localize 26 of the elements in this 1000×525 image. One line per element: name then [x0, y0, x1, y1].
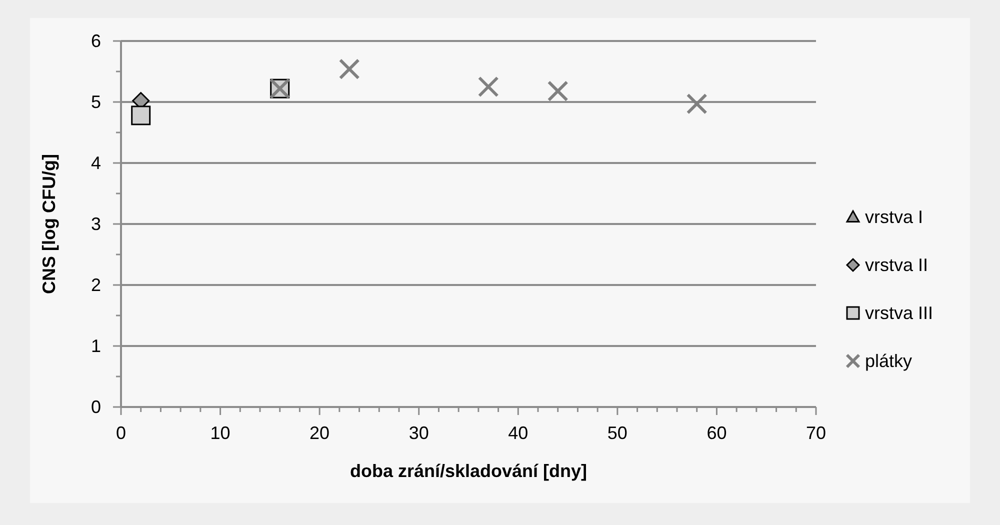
- point: [338, 58, 360, 80]
- x-tick-label: 20: [310, 423, 330, 443]
- x-axis-title: doba zrání/skladování [dny]: [350, 461, 588, 481]
- y-tick-label: 0: [90, 397, 101, 417]
- y-tick-label: 2: [90, 275, 101, 295]
- x-tick-label: 10: [210, 423, 230, 443]
- point: [478, 76, 499, 98]
- x-tick-label: 60: [706, 423, 727, 443]
- x-tick-label: 30: [408, 423, 429, 443]
- point: [547, 80, 568, 102]
- y-tick-label: 5: [90, 92, 101, 112]
- y-tick-label: 1: [90, 336, 101, 356]
- x-tick-label: 0: [116, 423, 126, 443]
- y-tick-label: 6: [90, 31, 101, 51]
- legend-label: plátky: [865, 351, 912, 371]
- y-tick-label: 4: [90, 153, 101, 173]
- legend-label: vrstva I: [865, 207, 924, 227]
- y-axis-title: CNS [log CFU/g]: [39, 154, 59, 294]
- x-tick-label: 70: [806, 423, 826, 443]
- point: [686, 93, 708, 114]
- y-tick-label: 3: [90, 214, 101, 234]
- x-tick-label: 40: [508, 423, 528, 443]
- legend-label: vrstva II: [865, 255, 928, 275]
- x-tick-label: 50: [607, 423, 628, 443]
- legend-label: vrstva III: [865, 303, 934, 323]
- point: [131, 106, 151, 126]
